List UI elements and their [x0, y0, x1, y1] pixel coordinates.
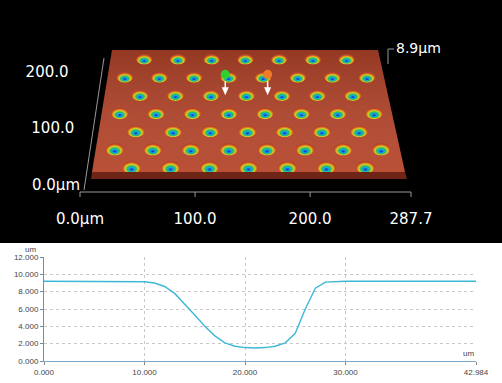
svg-text:6.000: 6.000: [18, 305, 39, 314]
svg-text:10.000: 10.000: [14, 270, 39, 279]
svg-text:2.000: 2.000: [18, 339, 39, 348]
svg-text:42.984: 42.984: [464, 368, 489, 377]
svg-text:287.7: 287.7: [390, 210, 433, 228]
svg-text:8.000: 8.000: [18, 287, 39, 296]
svg-text:um: um: [463, 349, 474, 358]
svg-text:um: um: [25, 245, 36, 254]
svg-text:10.000: 10.000: [132, 368, 157, 377]
svg-text:200.0: 200.0: [289, 210, 332, 228]
svg-text:0.0µm: 0.0µm: [56, 210, 104, 228]
svg-text:0.000: 0.000: [34, 368, 55, 377]
svg-text:12.000: 12.000: [14, 253, 39, 262]
svg-text:8.9µm: 8.9µm: [396, 40, 441, 56]
svg-text:0.0µm: 0.0µm: [32, 176, 80, 194]
svg-text:100.0: 100.0: [31, 119, 74, 137]
svg-text:0.000: 0.000: [18, 357, 39, 366]
svg-text:100.0: 100.0: [174, 210, 217, 228]
svg-text:30.000: 30.000: [333, 368, 358, 377]
svg-text:20.000: 20.000: [233, 368, 258, 377]
svg-text:4.000: 4.000: [18, 322, 39, 331]
svg-text:200.0: 200.0: [26, 63, 69, 81]
